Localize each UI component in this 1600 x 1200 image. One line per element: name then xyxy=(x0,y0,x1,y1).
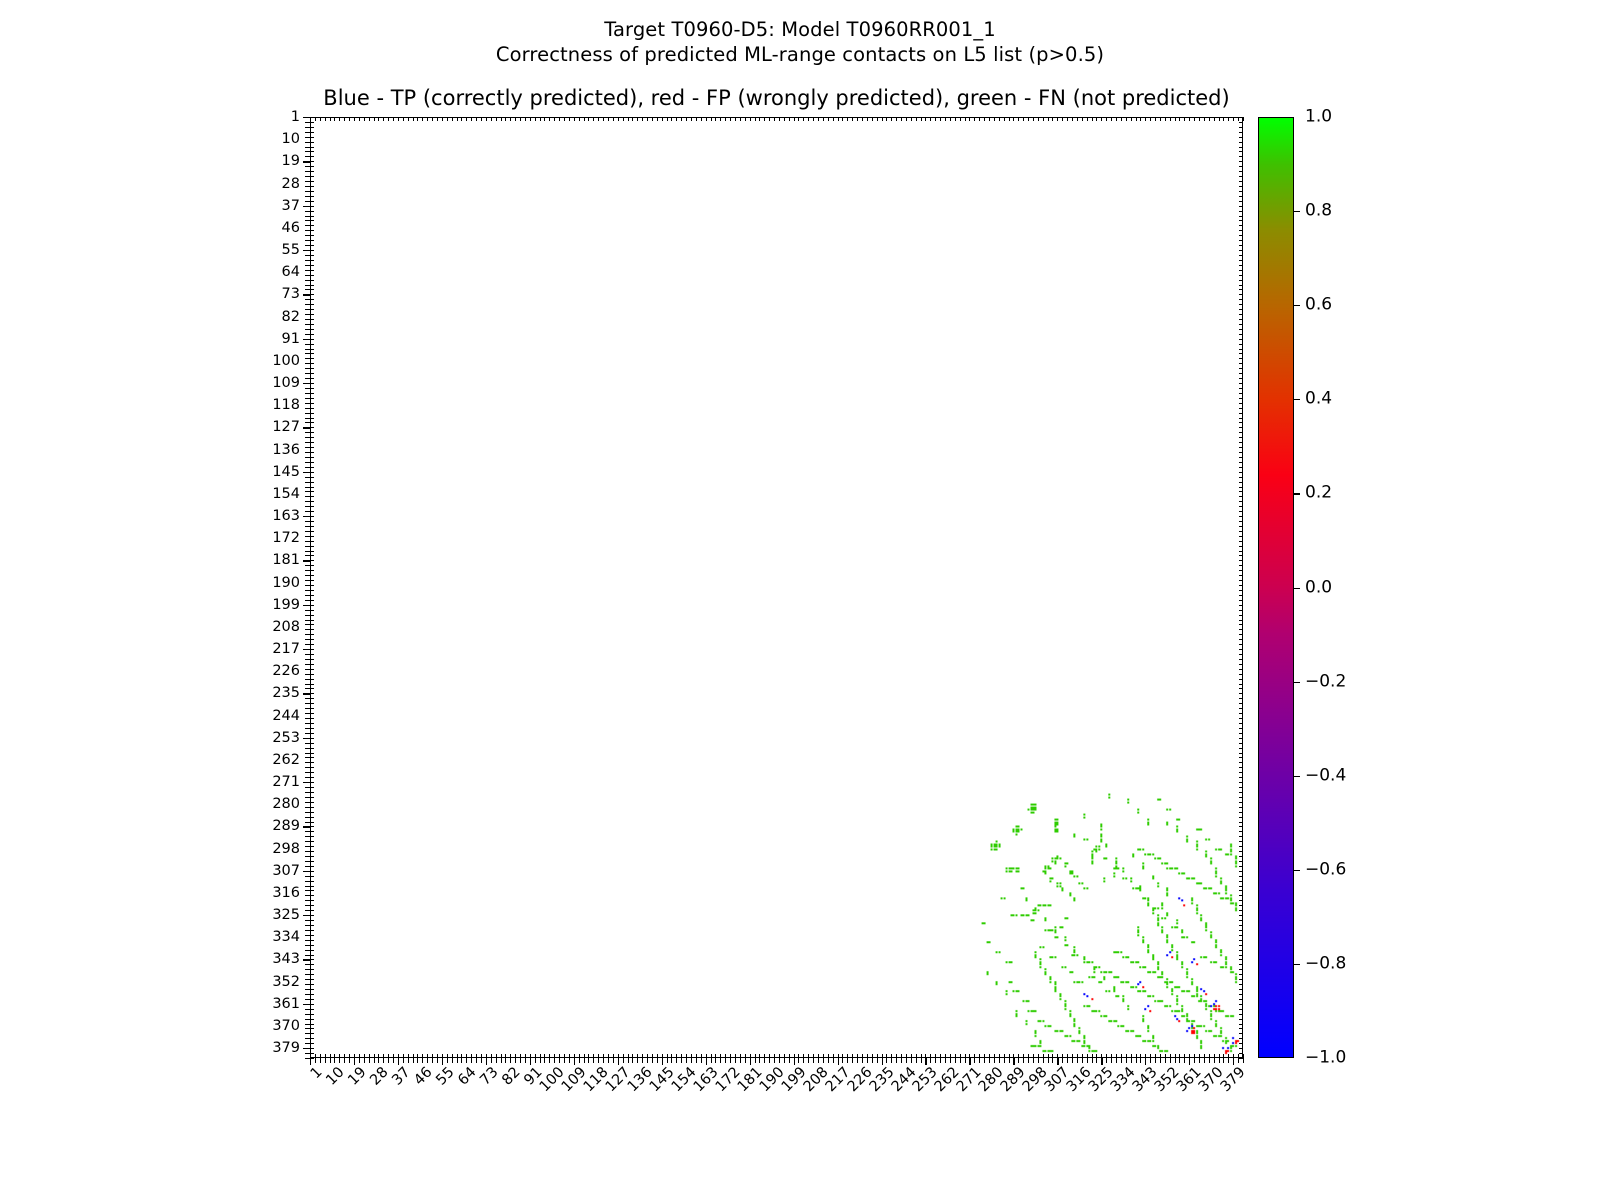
x-tick-label: 37 xyxy=(389,1064,414,1089)
y-tick-label: 55 xyxy=(281,241,300,258)
colorbar-tick-label: −0.2 xyxy=(1305,671,1347,692)
y-tick-label: 73 xyxy=(281,286,300,303)
y-tick-label: 10 xyxy=(281,130,300,147)
y-tick-label: 127 xyxy=(272,419,300,436)
colorbar-tick xyxy=(1294,399,1300,401)
y-axis-right-ticks xyxy=(1237,117,1243,1059)
x-axis-top-ticks xyxy=(310,117,1244,123)
colorbar-tick xyxy=(1294,211,1300,213)
y-tick-label: 307 xyxy=(272,862,300,879)
colorbar-tick xyxy=(1294,305,1300,307)
x-tick-label: 28 xyxy=(367,1064,392,1089)
figure-title-block: Target T0960-D5: Model T0960RR001_1 Corr… xyxy=(0,18,1600,68)
y-axis-tick-labels: 1 10 19 28 37 46 55 64 73 82 91 100 109 118 127 136 145 1… xyxy=(230,110,300,1058)
colorbar-tick xyxy=(1294,681,1300,683)
y-axis-minor-ticks xyxy=(303,117,310,1059)
x-tick-label: 379 xyxy=(1217,1064,1249,1096)
y-tick-label: 46 xyxy=(281,219,300,236)
colorbar-tick-label: −0.4 xyxy=(1305,765,1347,786)
y-tick-label: 217 xyxy=(272,640,300,657)
x-axis-tick-labels: 1 10 19 28 37 46 55 64 73 82 91 100 109 118 127 136 145 1… xyxy=(307,1064,1249,1145)
colorbar-tick-label: 1.0 xyxy=(1305,106,1333,127)
axes-legend-title: Blue - TP (correctly predicted), red - F… xyxy=(323,86,1230,110)
y-tick-label: 64 xyxy=(281,263,300,280)
y-tick-label: 28 xyxy=(281,175,300,192)
x-axis-inner-ticks xyxy=(310,1052,1244,1058)
x-tick-label: 10 xyxy=(323,1064,348,1089)
colorbar-tick-label: 0.4 xyxy=(1305,388,1333,409)
figure-title-line-1: Target T0960-D5: Model T0960RR001_1 xyxy=(604,18,996,41)
y-tick-label: 199 xyxy=(272,596,300,613)
x-tick-label: 64 xyxy=(455,1064,480,1089)
x-tick-label: 1 xyxy=(307,1064,326,1083)
colorbar-tick xyxy=(1294,963,1300,966)
y-tick-label: 370 xyxy=(272,1017,300,1034)
colorbar xyxy=(1258,117,1294,1058)
colorbar-tick xyxy=(1294,587,1300,589)
colorbar-tick-label: −1.0 xyxy=(1305,1047,1347,1068)
colorbar-tick-label: −0.8 xyxy=(1305,953,1347,974)
y-tick-label: 1 xyxy=(290,108,300,125)
colorbar-ticks xyxy=(1294,117,1302,1058)
y-tick-label: 325 xyxy=(272,906,300,923)
y-tick-label: 253 xyxy=(272,729,300,746)
y-tick-label: 379 xyxy=(272,1039,300,1056)
y-tick-label: 343 xyxy=(272,951,300,968)
y-tick-label: 280 xyxy=(272,796,300,813)
y-tick-label: 145 xyxy=(272,463,300,480)
colorbar-tick xyxy=(1294,493,1300,495)
y-axis-inner-ticks xyxy=(310,117,316,1059)
x-tick-label: 73 xyxy=(477,1064,502,1089)
y-tick-label: 100 xyxy=(272,352,300,369)
figure-title-line-2: Correctness of predicted ML-range contac… xyxy=(495,42,1105,66)
colorbar-tick-label: 0.2 xyxy=(1305,482,1333,503)
colorbar-tick xyxy=(1294,869,1300,871)
colorbar-gradient xyxy=(1259,118,1293,1057)
x-tick-label: 55 xyxy=(433,1064,458,1089)
y-tick-label: 163 xyxy=(272,507,300,524)
y-tick-label: 109 xyxy=(272,374,300,391)
y-tick-label: 190 xyxy=(272,574,300,591)
y-tick-label: 19 xyxy=(281,153,300,170)
colorbar-tick-label: 0.8 xyxy=(1305,200,1333,221)
y-tick-label: 37 xyxy=(281,197,300,214)
y-tick-label: 154 xyxy=(272,485,300,502)
y-tick-label: 244 xyxy=(272,707,300,724)
y-tick-label: 235 xyxy=(272,685,300,702)
y-tick-label: 208 xyxy=(272,618,300,635)
y-tick-label: 172 xyxy=(272,529,300,546)
colorbar-tick-label: −0.6 xyxy=(1305,859,1347,880)
y-tick-label: 226 xyxy=(272,663,300,679)
colorbar-tick-label: 0.0 xyxy=(1305,577,1333,597)
y-tick-label: 262 xyxy=(272,751,300,768)
y-tick-label: 91 xyxy=(281,330,300,347)
y-tick-label: 289 xyxy=(272,818,300,835)
colorbar-tick xyxy=(1294,775,1300,777)
y-tick-label: 136 xyxy=(272,441,300,458)
contact-map-canvas xyxy=(311,118,1242,1057)
colorbar-tick-labels: 1.0 0.8 0.6 0.4 0.2 0.0 −0.2 −0.4 −0.6 −0.8 −1.0 xyxy=(1305,108,1375,1066)
y-tick-label: 361 xyxy=(272,995,300,1012)
colorbar-tick-label: 0.6 xyxy=(1305,294,1333,315)
y-tick-label: 334 xyxy=(272,929,300,946)
y-tick-label: 181 xyxy=(272,552,300,569)
x-axis-minor-ticks xyxy=(310,1058,1244,1065)
y-tick-label: 316 xyxy=(272,884,300,901)
y-tick-label: 118 xyxy=(272,396,300,413)
y-tick-label: 298 xyxy=(272,840,300,857)
x-tick-label: 19 xyxy=(345,1064,370,1089)
y-tick-label: 352 xyxy=(272,973,300,990)
y-tick-label: 82 xyxy=(281,308,300,325)
x-tick-label: 46 xyxy=(411,1064,436,1089)
contact-map-plot-area xyxy=(310,117,1243,1058)
y-tick-label: 271 xyxy=(272,773,300,790)
x-tick-label: 82 xyxy=(499,1064,524,1089)
